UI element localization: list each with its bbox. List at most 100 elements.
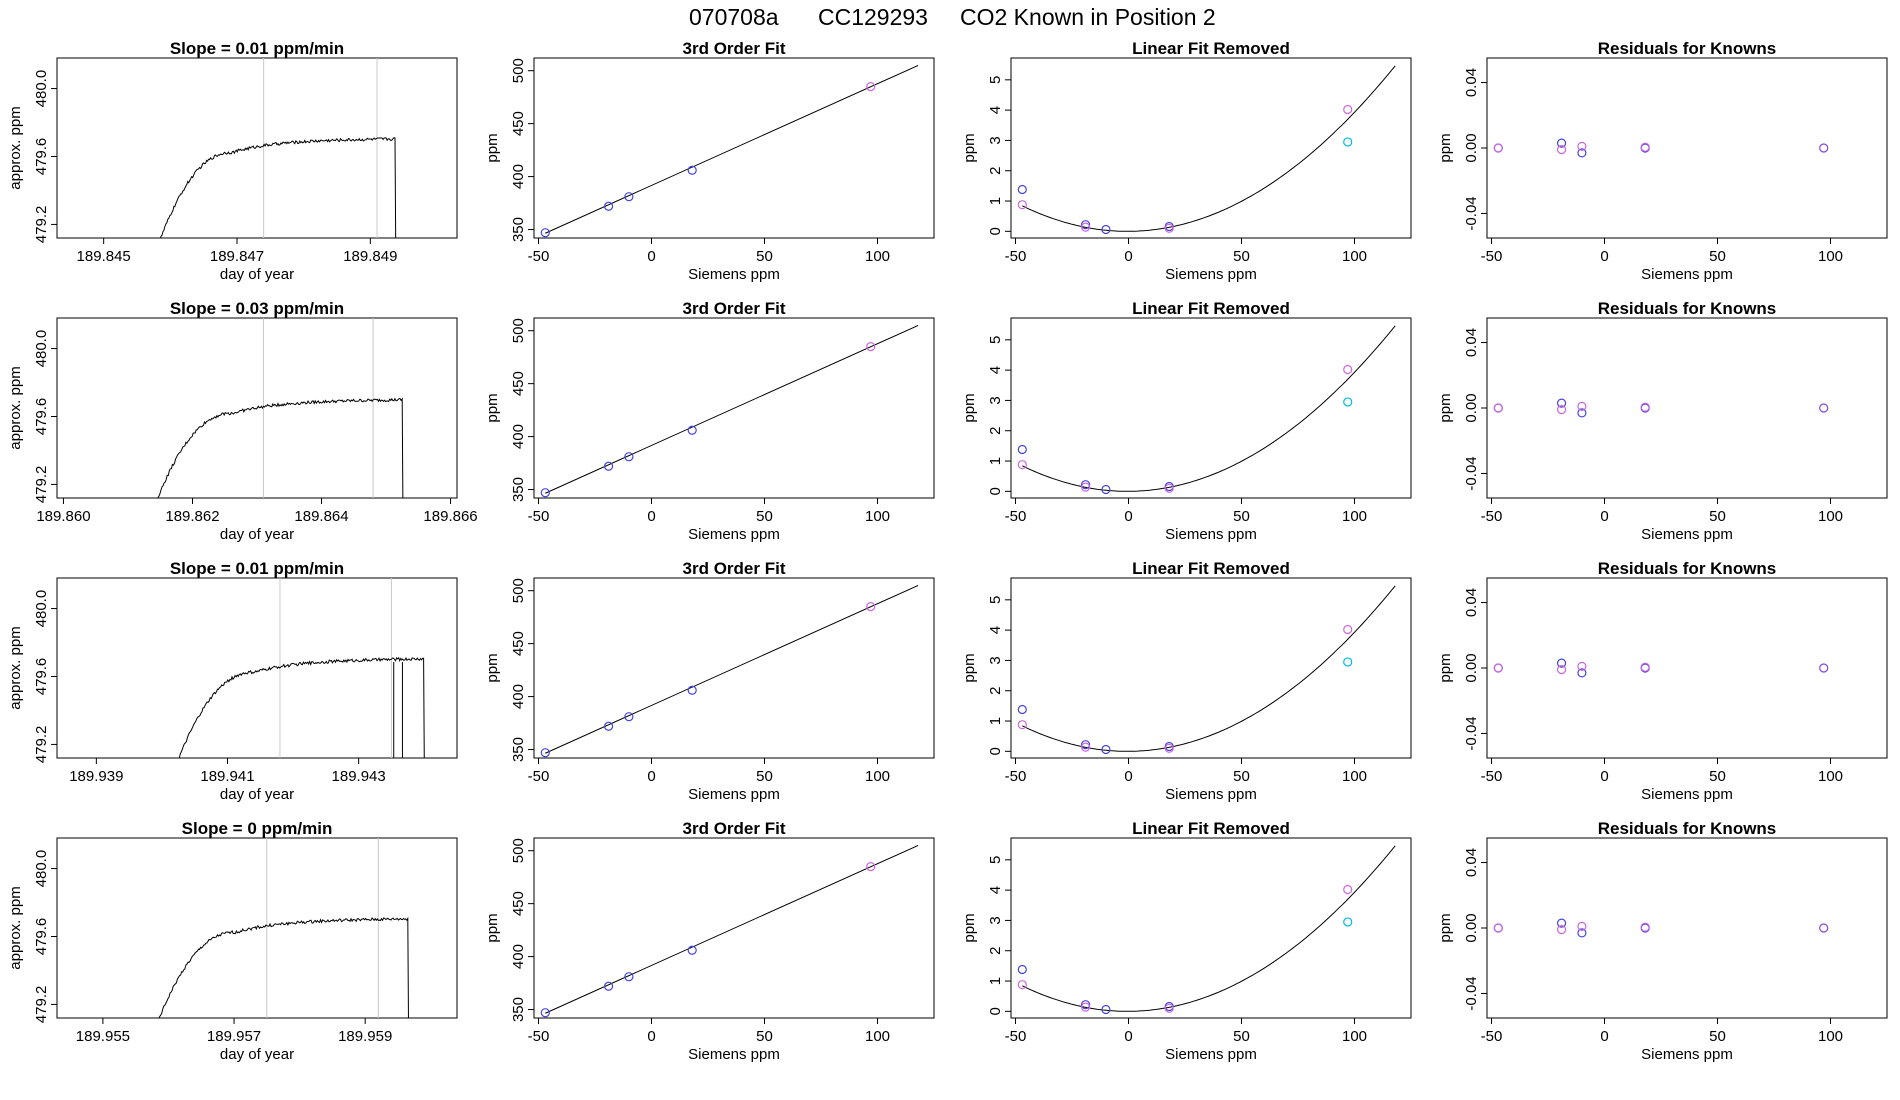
data-point <box>1017 200 1027 210</box>
x-tick-label: 100 <box>865 508 890 525</box>
y-axis-label: ppm <box>1437 393 1454 422</box>
data-point <box>1017 704 1027 715</box>
x-axis-label: Siemens ppm <box>1165 1046 1257 1063</box>
data-point <box>1577 928 1587 938</box>
x-tick-label: 100 <box>1818 768 1843 785</box>
x-tick-label: 0 <box>1124 508 1132 525</box>
linear-removed-plot-area <box>1017 65 1396 235</box>
linear-removed-plot-area <box>1017 585 1396 755</box>
plot-frame <box>1010 57 1412 239</box>
fit-line <box>545 324 919 494</box>
y-axis-label: ppm <box>1437 133 1454 162</box>
panel-title: Slope = 0.01 ppm/min <box>170 559 344 578</box>
x-tick-label: -50 <box>1481 1028 1503 1045</box>
plot-frame <box>1010 317 1412 499</box>
panel-title: Residuals for Knowns <box>1598 819 1777 838</box>
data-point <box>1164 1003 1174 1013</box>
x-tick-label: 50 <box>1233 1028 1250 1045</box>
data-point <box>1080 740 1091 750</box>
y-tick-label: 0.04 <box>1463 68 1480 97</box>
data-point <box>1556 918 1567 928</box>
x-tick-label: 100 <box>1342 508 1367 525</box>
y-axis-label: ppm <box>484 133 501 162</box>
data-point <box>1343 364 1353 375</box>
x-tick-label: 100 <box>1342 1028 1367 1045</box>
plot-frame <box>56 577 458 759</box>
y-tick-label: 479.2 <box>33 466 50 504</box>
data-point <box>1556 398 1567 408</box>
y-tick-label: 0.00 <box>1463 133 1480 162</box>
y-tick-label: 5 <box>987 336 1004 344</box>
data-point <box>1556 145 1567 155</box>
y-tick-label: 1 <box>987 457 1004 465</box>
panel-title: Linear Fit Removed <box>1132 39 1290 58</box>
panel-title: Linear Fit Removed <box>1132 819 1290 838</box>
panel-title: Residuals for Knowns <box>1598 299 1777 318</box>
x-tick-label: 100 <box>865 1028 890 1045</box>
y-tick-label: 450 <box>510 111 527 136</box>
x-tick-label: 0 <box>1600 508 1608 525</box>
x-tick-label: 0 <box>1124 1028 1132 1045</box>
y-tick-label: 3 <box>987 136 1004 144</box>
data-point <box>624 452 634 462</box>
x-tick-label: 50 <box>1233 768 1250 785</box>
x-tick-label: 100 <box>1818 508 1843 525</box>
page-title: 070708a CC129293 CO2 Known in Position 2 <box>0 2 1900 32</box>
y-axis-label: ppm <box>484 653 501 682</box>
x-axis-label: Siemens ppm <box>1641 266 1733 283</box>
data-point <box>1819 143 1829 153</box>
plot-frame <box>533 577 935 759</box>
data-point <box>1493 923 1503 933</box>
y-tick-label: -0.04 <box>1463 976 1480 1010</box>
y-tick-label: 500 <box>510 318 527 343</box>
data-point <box>1164 483 1174 493</box>
data-point <box>1640 402 1650 412</box>
approx-ppm-trace <box>158 916 409 1018</box>
data-point <box>540 1008 550 1018</box>
x-tick-label: 100 <box>1342 248 1367 265</box>
data-point <box>1343 137 1353 147</box>
data-point <box>1343 397 1353 407</box>
data-point <box>603 721 614 731</box>
y-tick-label: 3 <box>987 656 1004 664</box>
fit-curve <box>1022 845 1396 1012</box>
time-series-plot-area <box>160 58 397 238</box>
y-tick-label: -0.04 <box>1463 716 1480 750</box>
x-tick-label: -50 <box>1005 1028 1027 1045</box>
x-tick-label: 189.847 <box>210 248 264 265</box>
x-tick-label: 50 <box>756 508 773 525</box>
run-id: 070708a <box>689 4 779 30</box>
residuals-panel-row-3: -50 0 50 100 -0.04 0.00 0.04 Residuals for Know… <box>1437 559 1888 803</box>
data-point <box>866 81 876 92</box>
x-tick-label: 50 <box>756 768 773 785</box>
y-tick-label: 479.2 <box>33 726 50 764</box>
y-axis-label: ppm <box>1437 653 1454 682</box>
y-tick-label: 3 <box>987 396 1004 404</box>
panel-title: Linear Fit Removed <box>1132 559 1290 578</box>
data-point <box>1556 925 1567 935</box>
y-tick-label: 479.6 <box>33 658 50 696</box>
data-point <box>1080 482 1091 492</box>
y-axis-label: ppm <box>961 913 978 942</box>
data-point <box>1164 743 1174 753</box>
linear-removed-panel-row-2: -50 0 50 100 0 1 2 3 4 5 Linear Fit Removed Siemens… <box>961 299 1412 543</box>
y-tick-label: 3 <box>987 916 1004 924</box>
y-axis-label: ppm <box>484 913 501 942</box>
data-point <box>1017 720 1027 730</box>
plot-frame <box>533 317 935 499</box>
x-tick-label: 50 <box>756 1028 773 1045</box>
x-tick-label: 189.957 <box>207 1028 261 1045</box>
data-point <box>1080 220 1091 230</box>
data-point <box>1556 658 1567 668</box>
y-tick-label: 350 <box>510 997 527 1022</box>
fit-plot-area <box>540 844 919 1018</box>
data-point <box>603 201 614 211</box>
y-tick-label: 1 <box>987 977 1004 985</box>
y-tick-label: 0.00 <box>1463 393 1480 422</box>
x-tick-label: 189.939 <box>69 768 123 785</box>
panel-title: Residuals for Knowns <box>1598 39 1777 58</box>
data-point <box>1101 224 1111 235</box>
y-tick-label: 0.00 <box>1463 653 1480 682</box>
y-tick-label: 0.04 <box>1463 588 1480 617</box>
x-tick-label: 189.943 <box>332 768 386 785</box>
